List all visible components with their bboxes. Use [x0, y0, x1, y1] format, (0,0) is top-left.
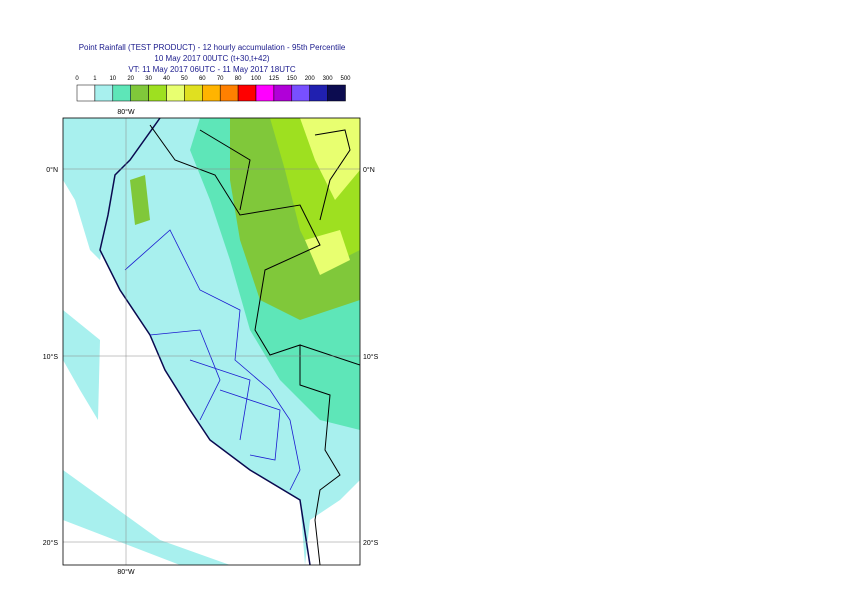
legend-label: 20 — [127, 76, 134, 82]
lat-label: 20°S — [43, 539, 59, 547]
legend-swatch — [94, 84, 114, 102]
legend-label: 150 — [287, 76, 298, 82]
border — [149, 124, 341, 565]
legend-label: 30 — [145, 76, 152, 82]
legend-label: 300 — [323, 76, 334, 82]
rain-40 — [300, 118, 360, 200]
title-line: Point Rainfall (TEST PRODUCT) - 12 hourl… — [79, 43, 346, 52]
province-border — [124, 229, 301, 491]
legend-label: 1 — [93, 76, 97, 82]
border — [199, 129, 360, 366]
ocean-rain — [63, 310, 100, 420]
legend: 0 1 10 20 30 40 50 60 70 80 100 125 150 200 300 500 — [75, 76, 351, 102]
title-line: VT: 11 May 2017 06UTC - 11 May 2017 18UT… — [128, 65, 296, 74]
rain-40 — [305, 230, 350, 275]
legend-label: 100 — [251, 76, 262, 82]
ocean-rain — [63, 118, 160, 260]
title-line: 10 May 2017 00UTC (t+30,t+42) — [154, 54, 270, 63]
lat-label: 10°S — [43, 353, 59, 361]
legend-swatch — [327, 84, 346, 102]
rain-20 — [130, 175, 150, 225]
legend-label: 80 — [235, 76, 242, 82]
legend-label: 40 — [163, 76, 170, 82]
legend-swatch — [202, 84, 221, 102]
legend-swatch — [219, 84, 239, 102]
lat-label: 10°S — [363, 353, 379, 361]
legend-swatch — [76, 84, 96, 102]
legend-swatch — [166, 84, 185, 102]
legend-swatch — [130, 84, 149, 102]
legend-swatch — [184, 84, 203, 102]
legend-label: 50 — [181, 76, 188, 82]
lon-label: 80°W — [117, 108, 135, 116]
legend-swatch — [291, 84, 310, 102]
legend-swatch — [148, 84, 167, 102]
legend-swatch — [309, 84, 328, 102]
legend-swatch — [255, 84, 275, 102]
map-frame — [62, 117, 361, 566]
lat-label: 0°N — [363, 166, 375, 174]
legend-label: 70 — [217, 76, 224, 82]
legend-swatch — [112, 84, 131, 102]
legend-label: 125 — [269, 76, 280, 82]
legend-label: 10 — [109, 76, 116, 82]
legend-label: 500 — [340, 76, 351, 82]
legend-swatch — [273, 84, 293, 102]
lat-label: 20°S — [363, 539, 379, 547]
legend-label: 60 — [199, 76, 206, 82]
lon-label: 80°W — [117, 568, 135, 576]
legend-label: 200 — [305, 76, 316, 82]
map: 80°W 80°W 0°N 10°S 20°S 0°N 10°S 20°S — [43, 108, 379, 576]
lat-label: 0°N — [46, 166, 58, 174]
legend-swatch — [237, 84, 257, 102]
ocean-rain — [63, 470, 230, 565]
legend-label: 0 — [75, 76, 79, 82]
